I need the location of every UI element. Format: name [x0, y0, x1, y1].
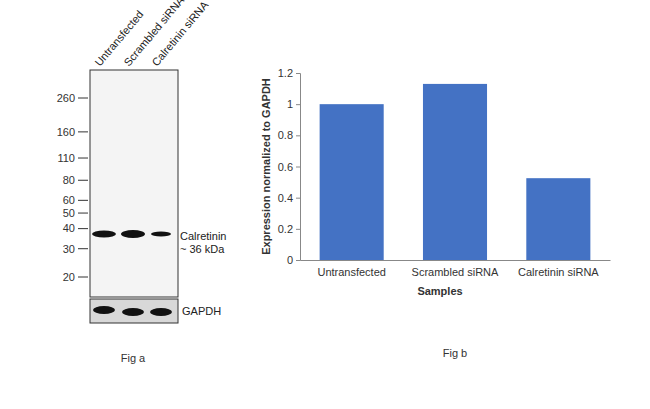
ladder-tick	[78, 158, 88, 159]
ladder-tick	[78, 277, 88, 278]
ladder-tick	[78, 131, 88, 132]
ladder-tick	[78, 248, 88, 249]
ladder-label: 40	[63, 222, 75, 234]
y-tick: 0	[287, 254, 300, 266]
ladder-label: 30	[63, 243, 75, 255]
ladder-label: 80	[63, 174, 75, 186]
y-tick-mark	[296, 260, 300, 261]
y-tick-label: 1.2	[278, 67, 293, 79]
x-axis-title: Samples	[417, 285, 462, 297]
loading-control-label: GAPDH	[182, 305, 221, 317]
caption: Fig b	[443, 347, 467, 359]
bar	[423, 84, 487, 260]
y-axis-line	[296, 74, 301, 261]
x-tick-label: Scrambled siRNA	[412, 266, 499, 278]
y-tick-label: 0.8	[278, 129, 293, 141]
gapdh-band	[122, 308, 144, 316]
ladder-label: 260	[57, 92, 75, 104]
band-label: Calretinin	[180, 230, 226, 242]
caption: Fig a	[121, 352, 146, 364]
band-size: ~ 36 kDa	[180, 243, 225, 255]
bar	[526, 178, 590, 260]
y-tick-label: 0.2	[278, 223, 293, 235]
x-tick: Calretinin siRNA	[518, 260, 599, 278]
ladder-tick	[78, 213, 88, 214]
y-tick-mark	[296, 104, 300, 105]
blot-panel: 260160110806050403020UntransfectedScramb…	[57, 0, 227, 364]
y-tick: 1	[287, 98, 300, 110]
y-tick-label: 0.4	[278, 192, 293, 204]
y-tick-mark	[296, 167, 300, 168]
y-tick-label: 0.6	[278, 161, 293, 173]
bars	[320, 84, 591, 260]
lane-label: Calretinin siRNA	[149, 0, 210, 68]
ladder-tick	[78, 98, 88, 99]
bar-chart: 0 0.2 0.4 0.6 0.8 1 1.2 Untransfected Scrambled …	[260, 67, 611, 359]
ladder-tick	[78, 180, 88, 181]
y-tick: 0.4	[278, 192, 300, 204]
ladder-label: 60	[63, 194, 75, 206]
y-tick: 0.6	[278, 161, 300, 173]
ladder-label: 50	[63, 207, 75, 219]
gapdh-band	[150, 308, 172, 316]
calretinin-band	[92, 231, 116, 238]
ladder-tick	[78, 228, 88, 229]
gapdh-band	[93, 306, 115, 314]
x-axis: Untransfected Scrambled siRNA Calretinin s…	[301, 260, 611, 278]
calretinin-band	[151, 232, 171, 237]
x-tick-label: Calretinin siRNA	[518, 266, 599, 278]
y-tick-mark	[296, 198, 300, 199]
blot-membrane	[90, 70, 178, 297]
x-axis-line	[301, 260, 611, 261]
ladder-label: 160	[57, 126, 75, 138]
y-axis-title: Expression normalized to GAPDH	[260, 78, 272, 255]
y-tick: 0.8	[278, 129, 300, 141]
y-tick-label: 0	[287, 254, 293, 266]
ladder-tick	[78, 200, 88, 201]
y-tick-label: 1	[287, 98, 293, 110]
x-tick: Scrambled siRNA	[412, 260, 499, 278]
x-tick-label: Untransfected	[317, 266, 385, 278]
y-tick-mark	[296, 135, 300, 136]
gapdh-strip	[90, 299, 178, 323]
x-tick: Untransfected	[317, 260, 385, 278]
calretinin-band	[121, 230, 145, 238]
ladder-label: 20	[63, 271, 75, 283]
bar	[320, 104, 384, 260]
y-tick: 0.2	[278, 223, 300, 235]
y-tick-mark	[296, 229, 300, 230]
y-tick-mark	[296, 73, 300, 74]
y-tick: 1.2	[278, 67, 300, 79]
ladder-label: 110	[57, 152, 75, 164]
y-axis: 0 0.2 0.4 0.6 0.8 1 1.2	[278, 67, 301, 266]
